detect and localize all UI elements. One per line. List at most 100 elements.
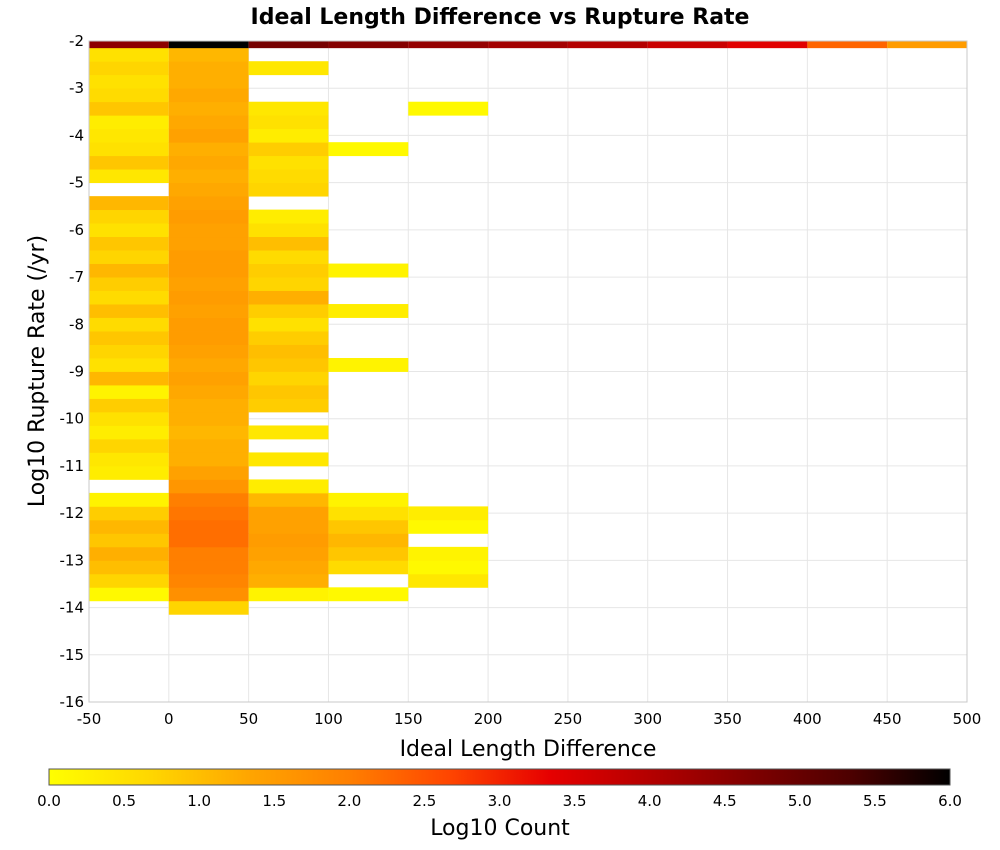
heatmap-cell	[89, 196, 169, 211]
heatmap-cell	[89, 587, 169, 602]
x-tick-label: 50	[239, 710, 258, 728]
colorbar-tick-label: 5.0	[788, 792, 812, 810]
x-tick-label: 350	[713, 710, 742, 728]
heatmap-cell	[89, 385, 169, 399]
heatmap-cell	[89, 290, 169, 305]
heatmap-cell	[168, 519, 249, 534]
colorbar-tick-label: 4.5	[713, 792, 737, 810]
heatmap-cell	[168, 74, 249, 89]
x-tick-label: 0	[164, 710, 174, 728]
heatmap-cell	[168, 101, 249, 116]
colorbar-tick-label: 6.0	[938, 792, 962, 810]
heatmap-cell	[248, 128, 329, 143]
heatmap-cell	[328, 519, 409, 534]
y-tick-label: -11	[60, 457, 85, 475]
x-tick-label: -50	[77, 710, 102, 728]
heatmap-cell	[89, 533, 169, 548]
heatmap-cell	[248, 546, 329, 561]
heatmap-cell	[168, 41, 249, 49]
heatmap-cell	[89, 101, 169, 116]
heatmap-cell	[328, 533, 409, 548]
heatmap-cell	[408, 101, 489, 116]
heatmap-cell	[89, 573, 169, 588]
heatmap-cell	[248, 101, 329, 116]
heatmap-cell	[89, 277, 169, 291]
heatmap-cell	[408, 519, 489, 534]
heatmap-cell	[168, 236, 249, 251]
y-tick-label: -14	[60, 599, 85, 617]
heatmap-cell	[168, 263, 249, 278]
colorbar-ticks: 0.0 0.5 1.0 1.5 2.0 2.5 3.0 3.5 4.0 4.5 5.0 5.5 6.0	[37, 792, 962, 810]
heatmap-cell	[248, 317, 329, 332]
y-tick-label: -15	[60, 646, 85, 664]
heatmap-cell	[168, 47, 249, 62]
colorbar-tick-label: 0.0	[37, 792, 61, 810]
y-axis-label: Log10 Rupture Rate (/yr)	[25, 235, 50, 507]
y-tick-label: -13	[60, 551, 85, 569]
heatmap-cell	[248, 331, 329, 345]
heatmap-cell	[89, 371, 169, 386]
heatmap-cell	[248, 385, 329, 399]
heatmap-cell	[328, 492, 409, 507]
colorbar	[48, 768, 951, 786]
heatmap-cells	[89, 41, 967, 615]
heatmap-cell	[248, 250, 329, 264]
heatmap-cell	[89, 425, 169, 440]
chart-title: Ideal Length Difference vs Rupture Rate	[251, 5, 750, 30]
y-tick-label: -10	[60, 410, 85, 428]
heatmap-cell	[168, 223, 249, 238]
colorbar-label: Log10 Count	[430, 816, 570, 841]
heatmap-cell	[567, 41, 648, 49]
heatmap-cell	[168, 155, 249, 170]
heatmap-cell	[89, 519, 169, 534]
heatmap-cell	[89, 223, 169, 238]
y-tick-label: -6	[69, 221, 84, 239]
heatmap-cell	[89, 250, 169, 264]
heatmap-cell	[168, 411, 249, 426]
x-tick-label: 500	[953, 710, 982, 728]
colorbar-tick-label: 1.5	[262, 792, 286, 810]
heatmap-cell	[168, 533, 249, 548]
heatmap-cell	[168, 438, 249, 453]
heatmap-cell	[647, 41, 728, 49]
heatmap-cell	[89, 357, 169, 372]
x-tick-label: 200	[474, 710, 503, 728]
heatmap-cell	[328, 506, 409, 521]
heatmap-cell	[89, 411, 169, 426]
heatmap-cell	[248, 533, 329, 548]
heatmap-cell	[248, 587, 329, 602]
colorbar-tick-label: 1.0	[187, 792, 211, 810]
heatmap-cell	[89, 61, 169, 76]
colorbar-tick-label: 4.0	[638, 792, 662, 810]
heatmap-cell	[89, 331, 169, 345]
heatmap-cell	[248, 263, 329, 278]
heatmap-cell	[168, 61, 249, 76]
x-tick-label: 150	[394, 710, 423, 728]
heatmap-cell	[248, 479, 329, 494]
heatmap-cell	[248, 425, 329, 440]
heatmap-cell	[89, 304, 169, 318]
heatmap-cell	[408, 560, 489, 575]
heatmap-cell	[168, 546, 249, 561]
heatmap-cell	[328, 142, 409, 157]
heatmap-cell	[168, 344, 249, 359]
heatmap-cell	[248, 115, 329, 130]
y-tick-label: -8	[69, 315, 84, 333]
x-tick-label: 300	[633, 710, 662, 728]
heatmap-cell	[168, 357, 249, 372]
heatmap-cell	[168, 331, 249, 345]
heatmap-cell	[168, 277, 249, 291]
heatmap-cell	[89, 115, 169, 130]
heatmap-cell	[248, 61, 329, 76]
heatmap-cell	[248, 169, 329, 184]
heatmap-cell	[89, 560, 169, 575]
y-tick-label: -5	[69, 174, 84, 192]
colorbar-tick-label: 3.5	[563, 792, 587, 810]
x-axis-ticks: -50 0 50 100 150 200 250 300 350 400 450 500	[77, 710, 982, 728]
heatmap-cell	[328, 587, 409, 602]
heatmap-cell	[168, 317, 249, 332]
heatmap-cell	[168, 452, 249, 467]
x-tick-label: 400	[793, 710, 822, 728]
heatmap-cell	[168, 290, 249, 305]
heatmap-cell	[168, 600, 249, 615]
